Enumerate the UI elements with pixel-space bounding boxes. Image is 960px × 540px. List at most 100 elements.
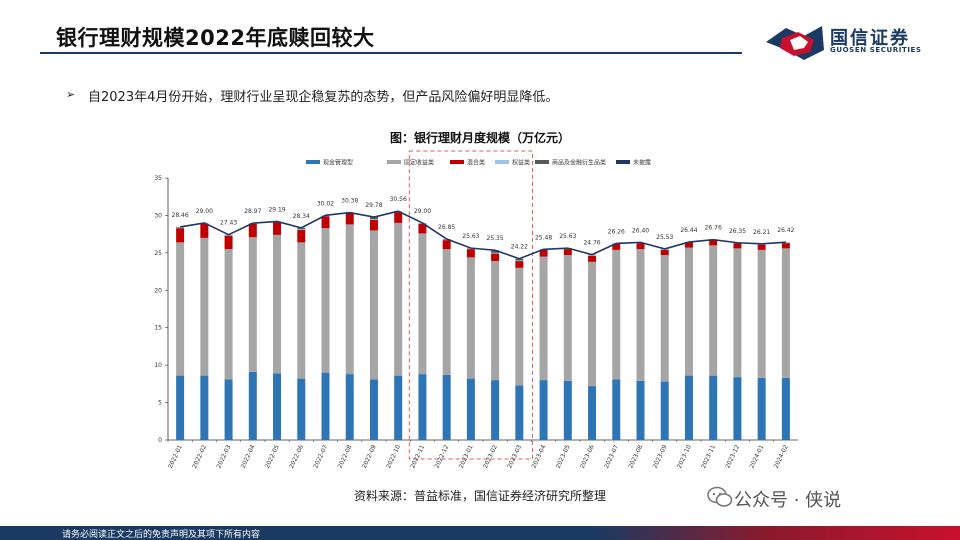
bar-segment bbox=[709, 245, 718, 376]
x-tick-label: 2023-01 bbox=[458, 444, 475, 470]
bar-segment bbox=[781, 243, 790, 249]
x-tick-label: 2023-07 bbox=[603, 444, 620, 470]
x-tick-label: 2022-12 bbox=[434, 444, 451, 470]
bar-segment bbox=[442, 249, 451, 375]
bar-segment bbox=[200, 223, 209, 238]
total-data-label: 29.78 bbox=[365, 202, 382, 209]
wechat-icon bbox=[707, 486, 733, 507]
bar-segment bbox=[297, 242, 306, 379]
bar-segment bbox=[369, 219, 378, 220]
total-data-label: 28.46 bbox=[172, 212, 189, 219]
total-data-label: 24.76 bbox=[583, 240, 600, 247]
bar-segment bbox=[491, 380, 500, 440]
bar-segment bbox=[321, 216, 330, 229]
bar-segment bbox=[757, 249, 766, 378]
bar-segment bbox=[248, 237, 257, 372]
bar-segment bbox=[563, 255, 572, 381]
bar-segment bbox=[273, 222, 282, 235]
legend-swatch bbox=[495, 160, 509, 164]
guosen-logo-icon bbox=[766, 26, 824, 60]
bar-segment bbox=[588, 255, 597, 262]
total-data-label: 25.35 bbox=[487, 235, 504, 242]
bar-segment bbox=[491, 253, 500, 262]
total-data-label: 30.56 bbox=[390, 196, 407, 203]
bar-segment bbox=[733, 377, 742, 440]
legend-label: 固定收益类 bbox=[404, 159, 434, 167]
total-data-label: 26.40 bbox=[632, 227, 649, 234]
bar-segment bbox=[612, 243, 621, 250]
legend-label: 未披露 bbox=[633, 159, 651, 167]
total-data-label: 26.35 bbox=[729, 228, 746, 235]
title-divider bbox=[40, 52, 742, 54]
footer-bar bbox=[0, 526, 960, 540]
x-tick-label: 2022-07 bbox=[312, 444, 329, 470]
x-tick-label: 2022-06 bbox=[288, 444, 305, 470]
logo-subtext: GUOSEN SECURITIES bbox=[830, 46, 922, 54]
bar-segment bbox=[418, 233, 427, 375]
bar-segment bbox=[660, 249, 669, 256]
bar-segment bbox=[684, 375, 693, 440]
bullet-text: 自2023年4月份开始，理财行业呈现企稳复苏的态势，但产品风险偏好明显降低。 bbox=[88, 90, 559, 105]
total-data-label: 26.26 bbox=[608, 228, 625, 235]
bar-segment bbox=[515, 260, 524, 262]
bar-segment bbox=[176, 227, 185, 229]
bar-segment bbox=[176, 375, 185, 440]
legend-swatch bbox=[616, 160, 630, 164]
legend-label: 商品及金融衍生品类 bbox=[552, 159, 606, 167]
total-data-label: 25.63 bbox=[462, 233, 479, 240]
bar-segment bbox=[466, 257, 475, 379]
total-data-label: 30.38 bbox=[341, 198, 358, 205]
x-tick-label: 2022-08 bbox=[337, 444, 354, 470]
bar-segment bbox=[369, 219, 378, 231]
bar-segment bbox=[369, 217, 378, 220]
legend-swatch bbox=[450, 160, 464, 164]
bar-segment bbox=[297, 378, 306, 440]
bar-segment bbox=[297, 228, 306, 230]
page-title: 银行理财规模2022年底赎回较大 bbox=[56, 26, 375, 50]
bar-segment bbox=[321, 372, 330, 440]
total-data-label: 26.42 bbox=[777, 227, 794, 234]
x-tick-label: 2022-11 bbox=[409, 444, 426, 470]
bar-segment bbox=[297, 229, 306, 243]
bar-segment bbox=[369, 379, 378, 440]
legend-label: 混合类 bbox=[467, 159, 485, 167]
bar-segment bbox=[660, 381, 669, 440]
bar-segment bbox=[418, 223, 427, 234]
bar-segment bbox=[491, 252, 500, 254]
bar-segment bbox=[224, 235, 233, 250]
bar-segment bbox=[757, 244, 766, 250]
legend-swatch bbox=[535, 160, 549, 164]
bar-segment bbox=[394, 212, 403, 223]
total-data-label: 29.00 bbox=[196, 208, 213, 215]
bar-segment bbox=[176, 228, 185, 243]
bar-segment bbox=[394, 375, 403, 440]
bar-segment bbox=[539, 256, 548, 381]
bar-segment bbox=[515, 261, 524, 268]
x-tick-label: 2022-03 bbox=[215, 444, 232, 470]
total-data-label: 25.53 bbox=[656, 234, 673, 241]
x-tick-label: 2023-11 bbox=[700, 444, 717, 470]
bar-segment bbox=[684, 247, 693, 376]
x-tick-label: 2023-09 bbox=[652, 444, 669, 470]
bar-segment bbox=[539, 249, 548, 257]
bar-segment bbox=[636, 243, 645, 250]
bar-segment bbox=[636, 380, 645, 440]
x-tick-label: 2024-02 bbox=[773, 444, 790, 470]
total-data-label: 25.63 bbox=[559, 233, 576, 240]
bar-segment bbox=[709, 375, 718, 440]
bar-segment bbox=[466, 378, 475, 440]
x-tick-label: 2023-08 bbox=[627, 444, 644, 470]
x-tick-label: 2022-01 bbox=[167, 444, 184, 470]
bar-segment bbox=[442, 374, 451, 440]
x-tick-label: 2023-03 bbox=[506, 444, 523, 470]
x-tick-label: 2022-09 bbox=[361, 444, 378, 470]
stacked-bar-chart: 现金管理型 固定收益类 混合类 权益类 商品及金融衍生品类 未披露 0 5 10 15 20 25 30… bbox=[154, 150, 798, 470]
x-tick-label: 2023-05 bbox=[555, 444, 572, 470]
bar-segment bbox=[612, 249, 621, 380]
legend-swatch bbox=[387, 160, 401, 164]
y-tick-label: 15 bbox=[154, 325, 162, 332]
bar-segment bbox=[273, 373, 282, 440]
bar-segment bbox=[345, 213, 354, 225]
x-tick-label: 2023-12 bbox=[724, 444, 741, 470]
bar-segment bbox=[248, 223, 257, 238]
